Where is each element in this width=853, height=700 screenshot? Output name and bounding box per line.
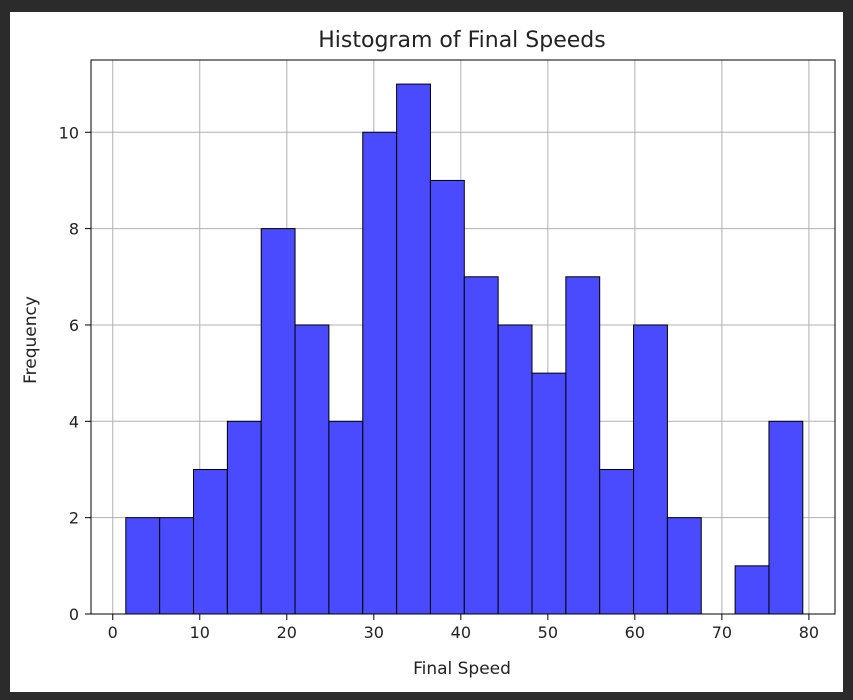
chart-frame: Histogram of Final Speeds 0 10 20 30 40 50 60 7…: [10, 12, 843, 692]
histogram-bar: [768, 420, 804, 615]
histogram-bar: [328, 420, 364, 615]
histogram-bar: [734, 565, 770, 615]
histogram-bar: [159, 517, 195, 615]
y-tick-label: 2: [69, 509, 79, 528]
histogram-bar: [599, 468, 635, 615]
bars: [125, 83, 804, 615]
x-tick-label: 30: [364, 623, 384, 642]
y-tick-label: 4: [69, 412, 79, 431]
histogram-bar: [396, 83, 431, 615]
histogram-bar: [633, 324, 668, 615]
y-axis-ticks: 0 2 4 6 8 10: [59, 123, 91, 624]
x-tick-label: 40: [451, 623, 471, 642]
plot-area-border: [90, 59, 836, 615]
y-tick-label: 10: [59, 123, 79, 142]
histogram-bar: [294, 324, 330, 615]
y-tick-label: 6: [69, 316, 79, 335]
histogram-bar: [497, 324, 533, 615]
x-axis-label: Final Speed: [413, 659, 511, 679]
y-tick-label: 8: [69, 220, 79, 239]
histogram-bar: [565, 276, 601, 615]
x-tick-label: 70: [712, 623, 732, 642]
histogram-bar: [362, 131, 398, 615]
histogram-chart: Histogram of Final Speeds 0 10 20 30 40 50 60 7…: [21, 28, 836, 679]
histogram-bar: [260, 228, 296, 615]
chart-title: Histogram of Final Speeds: [318, 28, 605, 53]
x-tick-label: 20: [277, 623, 297, 642]
x-tick-label: 10: [190, 623, 210, 642]
x-axis-ticks: 0 10 20 30 40 50 60 70 80: [108, 614, 819, 642]
y-tick-label: 0: [69, 605, 79, 624]
x-tick-label: 50: [538, 623, 558, 642]
histogram-bar: [429, 179, 465, 615]
histogram-bar: [463, 276, 499, 615]
histogram-bar: [226, 420, 262, 615]
histogram-bar: [531, 372, 567, 615]
x-tick-label: 60: [625, 623, 645, 642]
histogram-bar: [193, 468, 228, 615]
x-tick-label: 0: [108, 623, 118, 642]
histogram-bar: [125, 517, 161, 615]
y-axis-label: Frequency: [21, 296, 41, 384]
histogram-bar: [666, 517, 702, 615]
x-tick-label: 80: [799, 623, 819, 642]
